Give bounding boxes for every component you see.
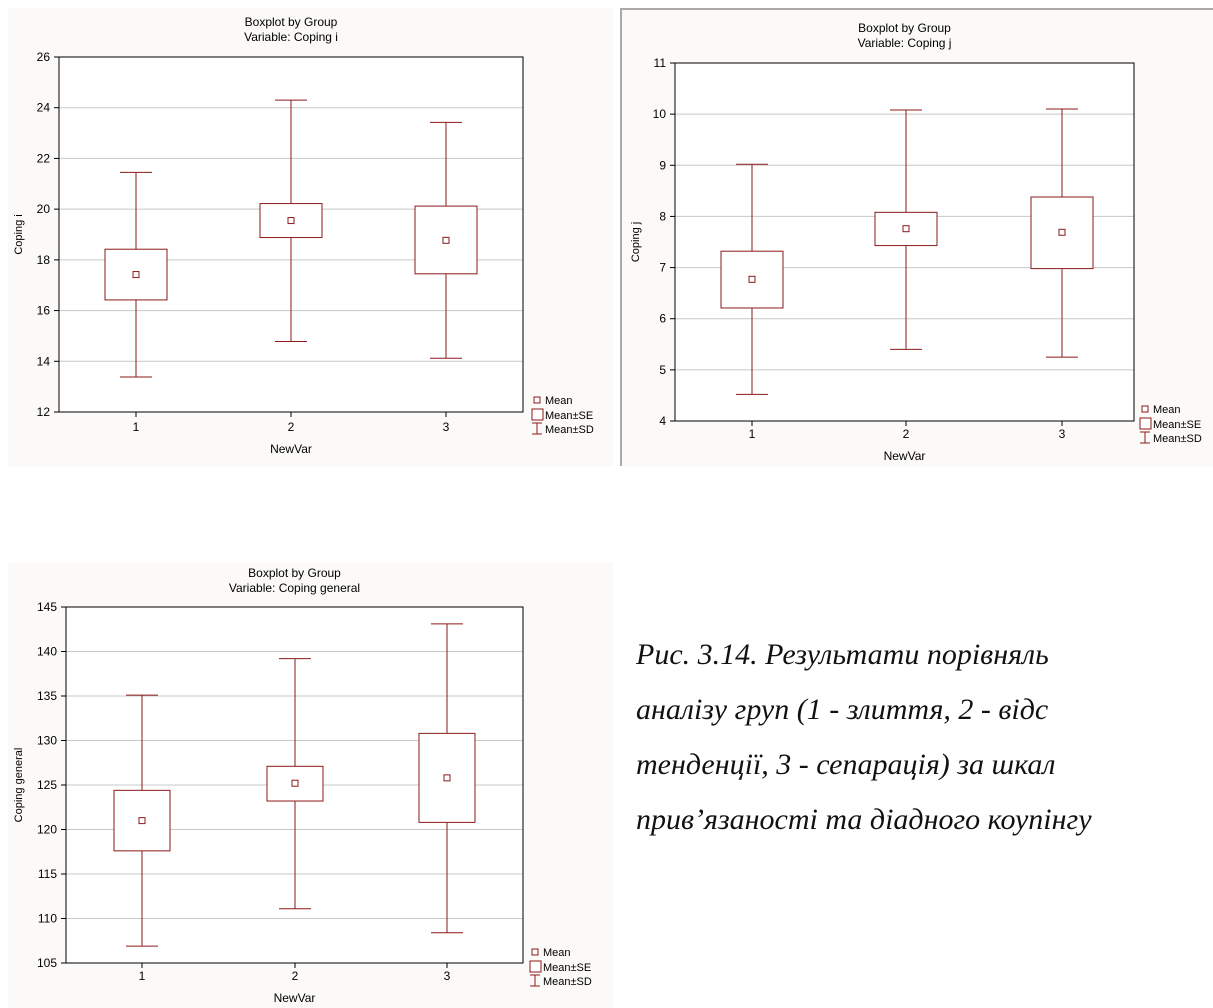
- y-tick-label: 26: [37, 50, 51, 64]
- coping-general-chart-panel: Boxplot by Group Variable: Coping general…: [8, 562, 613, 1008]
- y-axis-label: Coping i: [13, 214, 25, 254]
- y-tick-label: 7: [659, 261, 666, 275]
- legend-sd-label: Mean±SD: [543, 976, 592, 988]
- chart-subtitle: Variable: Coping j: [858, 36, 952, 50]
- x-axis-label: NewVar: [274, 991, 316, 1005]
- legend-se-label: Mean±SE: [543, 962, 591, 974]
- y-tick-label: 12: [37, 405, 51, 419]
- y-tick-label: 135: [37, 689, 57, 703]
- x-tick-label: 2: [292, 969, 299, 983]
- y-tick-label: 130: [37, 734, 57, 748]
- chart-title: Boxplot by Group: [245, 15, 338, 29]
- legend-se-symbol: [529, 960, 542, 973]
- mean-marker: [443, 774, 451, 782]
- caption-line-2: аналізу груп (1 - злиття, 2 - відс: [636, 693, 1049, 726]
- x-tick-label: 3: [1059, 427, 1066, 441]
- chart-subtitle: Variable: Coping i: [244, 30, 338, 44]
- legend-se-symbol: [531, 408, 544, 421]
- y-tick-label: 20: [37, 202, 51, 216]
- caption-line-3: тенденції, 3 - сепарація) за шкал: [636, 748, 1056, 781]
- se-box: [266, 765, 324, 802]
- x-tick-label: 1: [139, 969, 146, 983]
- y-tick-label: 14: [37, 354, 51, 368]
- x-tick-label: 3: [443, 420, 450, 434]
- legend-mean-label: Mean: [545, 395, 573, 407]
- y-tick-label: 4: [659, 414, 666, 428]
- x-axis-label: NewVar: [270, 442, 312, 456]
- legend-se-symbol: [1139, 417, 1152, 430]
- y-tick-label: 8: [659, 209, 666, 223]
- x-axis-label: NewVar: [884, 449, 926, 463]
- legend-mean-symbol: [1141, 405, 1149, 413]
- chart-subtitle: Variable: Coping general: [229, 581, 360, 595]
- mean-marker: [442, 236, 450, 244]
- figure-caption: Рис. 3.14. Результати порівняль аналізу …: [636, 627, 1213, 847]
- mean-marker: [1058, 228, 1066, 236]
- mean-marker: [132, 271, 140, 279]
- y-tick-label: 18: [37, 253, 51, 267]
- y-tick-label: 5: [659, 363, 666, 377]
- plot-frame: [674, 62, 1135, 422]
- y-tick-label: 115: [38, 867, 57, 881]
- y-tick-label: 16: [37, 304, 51, 318]
- mean-marker: [748, 275, 756, 283]
- legend-se-label: Mean±SE: [1153, 419, 1201, 431]
- y-tick-label: 6: [659, 312, 666, 326]
- legend-mean-symbol: [531, 948, 539, 956]
- y-tick-label: 9: [659, 158, 666, 172]
- mean-marker: [138, 817, 146, 825]
- y-tick-label: 10: [653, 107, 667, 121]
- y-tick-label: 120: [37, 823, 57, 837]
- y-tick-label: 145: [37, 600, 57, 614]
- legend-mean-label: Mean: [543, 947, 571, 959]
- y-tick-label: 140: [37, 645, 57, 659]
- caption-line-4: прив’язаності та діадного коупінгу: [636, 803, 1092, 836]
- caption-line-1: Рис. 3.14. Результати порівняль: [636, 638, 1049, 671]
- y-tick-label: 125: [37, 778, 57, 792]
- y-tick-label: 22: [37, 151, 51, 165]
- chart-title: Boxplot by Group: [248, 566, 341, 580]
- y-tick-label: 24: [37, 101, 51, 115]
- x-tick-label: 1: [749, 427, 756, 441]
- legend-sd-label: Mean±SD: [1153, 433, 1202, 445]
- x-tick-label: 2: [903, 427, 910, 441]
- y-axis-label: Coping j: [630, 222, 642, 262]
- x-tick-label: 2: [288, 420, 295, 434]
- y-tick-label: 11: [654, 56, 667, 70]
- legend-mean-label: Mean: [1153, 404, 1181, 416]
- mean-marker: [902, 225, 910, 233]
- y-axis-label: Coping general: [13, 748, 25, 823]
- legend-se-label: Mean±SE: [545, 410, 593, 422]
- chart-title: Boxplot by Group: [858, 21, 951, 35]
- x-tick-label: 1: [133, 420, 140, 434]
- coping-i-chart-panel: Boxplot by Group Variable: Coping i 12 14 16…: [8, 8, 613, 466]
- x-tick-label: 3: [444, 969, 451, 983]
- legend-sd-label: Mean±SD: [545, 424, 594, 436]
- y-tick-label: 110: [38, 912, 57, 926]
- y-tick-label: 105: [37, 956, 57, 970]
- legend-mean-symbol: [533, 396, 541, 404]
- coping-j-chart-panel: Boxplot by Group Variable: Coping j 4 5 6 7 8 9…: [620, 8, 1213, 466]
- mean-marker: [291, 779, 299, 787]
- mean-marker: [287, 217, 295, 225]
